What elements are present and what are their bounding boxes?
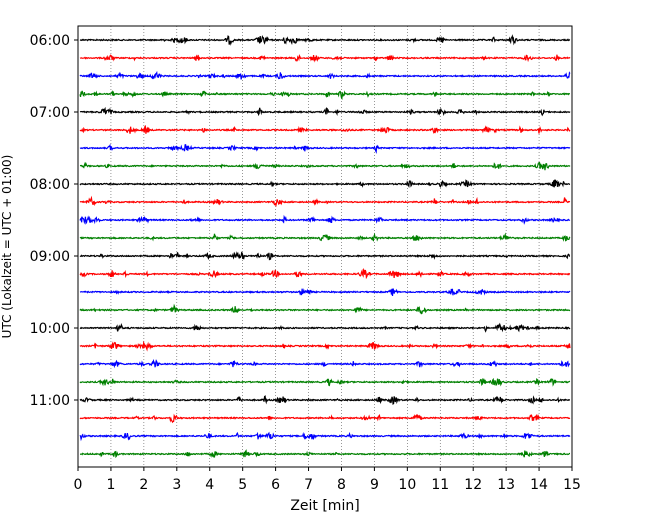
- trace-line: [79, 90, 571, 101]
- x-tick-label: 8: [337, 477, 346, 493]
- trace-line: [79, 34, 571, 46]
- trace-line: [79, 340, 571, 352]
- y-axis: 06:00 07:00 08:00 09:00 10:00 11:00: [30, 33, 78, 409]
- trace-line: [79, 53, 571, 63]
- grid-lines: [110, 26, 540, 467]
- x-axis: 0 1 2 3 4 5 6 7 8 9 10 11 12 13 14 15: [74, 467, 581, 493]
- trace-line: [79, 303, 571, 315]
- trace-line: [79, 143, 571, 155]
- trace-line: [79, 449, 571, 459]
- trace-line: [79, 214, 571, 225]
- x-axis-label: Zeit [min]: [290, 498, 359, 514]
- trace-line: [79, 322, 571, 333]
- x-tick-label: 9: [370, 477, 379, 493]
- trace-line: [79, 413, 571, 424]
- trace-line: [79, 232, 571, 242]
- trace-line: [79, 395, 570, 406]
- x-tick-label: 4: [205, 477, 214, 493]
- x-tick-label: 0: [74, 477, 83, 493]
- plot-frame: [77, 25, 573, 468]
- x-tick-label: 1: [106, 477, 115, 493]
- x-tick-label: 12: [464, 477, 482, 493]
- trace-line: [79, 431, 571, 442]
- trace-line: [79, 377, 571, 387]
- y-tick-label: 11:00: [30, 393, 70, 409]
- trace-line: [79, 106, 571, 117]
- x-tick-label: 3: [172, 477, 181, 493]
- trace-line: [79, 179, 571, 189]
- x-tick-label: 11: [431, 477, 449, 493]
- trace-line: [79, 251, 571, 261]
- trace-group: [79, 34, 571, 459]
- x-tick-label: 14: [530, 477, 548, 493]
- trace-line: [79, 267, 571, 280]
- x-tick-label: 7: [304, 477, 313, 493]
- x-tick-label: 13: [497, 477, 515, 493]
- y-tick-label: 06:00: [30, 33, 70, 49]
- x-tick-label: 15: [563, 477, 581, 493]
- y-tick-label: 10:00: [30, 321, 70, 337]
- trace-line: [79, 195, 571, 208]
- y-axis-label: UTC (Lokalzeit = UTC + 01:00): [0, 155, 14, 339]
- trace-line: [79, 358, 571, 369]
- trace-line: [79, 161, 571, 171]
- x-tick-label: 6: [271, 477, 280, 493]
- x-tick-label: 5: [238, 477, 247, 493]
- trace-line: [79, 70, 571, 80]
- y-tick-label: 08:00: [30, 177, 70, 193]
- y-tick-label: 07:00: [30, 105, 70, 121]
- trace-line: [79, 124, 571, 134]
- trace-line: [79, 288, 571, 296]
- x-tick-label: 10: [398, 477, 416, 493]
- y-tick-label: 09:00: [30, 249, 70, 265]
- x-tick-label: 2: [139, 477, 148, 493]
